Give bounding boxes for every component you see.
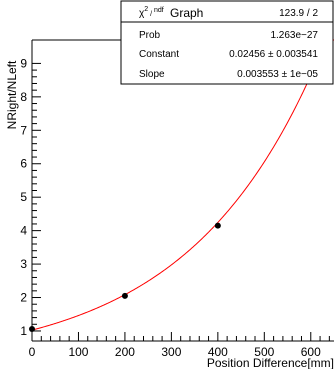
x-tick-label: 300 xyxy=(161,345,181,359)
stats-chi2-label: χ2 / ndf xyxy=(139,6,164,19)
stats-title: Graph xyxy=(170,6,203,20)
y-tick-label: 8 xyxy=(20,90,27,104)
x-tick-label: 500 xyxy=(254,345,274,359)
y-tick-label: 2 xyxy=(20,291,27,305)
stats-box-frame xyxy=(120,0,334,85)
x-tick-label: 400 xyxy=(208,345,228,359)
fit-curve xyxy=(31,39,334,331)
x-tick-label: 200 xyxy=(115,345,135,359)
y-tick-label: 9 xyxy=(20,56,27,70)
stats-slope-label: Slope xyxy=(139,69,165,80)
stats-slope-value: 0.003553 ± 1e−05 xyxy=(237,69,318,80)
data-points xyxy=(29,63,314,332)
y-tick-label: 4 xyxy=(20,224,27,238)
stats-chi2-value: 123.9 / 2 xyxy=(279,8,318,19)
x-tick-label: 0 xyxy=(29,345,36,359)
stats-constant-value: 0.02456 ± 0.003541 xyxy=(229,49,318,60)
x-tick-label: 600 xyxy=(301,345,321,359)
x-ticks: 0 100 200 300 400 500 600 xyxy=(29,332,330,359)
y-tick-label: 3 xyxy=(20,257,27,271)
stats-prob-value: 1.263e−27 xyxy=(270,30,318,41)
x-tick-label: 100 xyxy=(68,345,88,359)
data-point xyxy=(214,222,221,229)
x-axis-title: Position Difference[mm] xyxy=(207,356,334,369)
stats-box: χ2 / ndf Graph 123.9 / 2 Prob 1.263e−27 … xyxy=(120,0,334,85)
data-point xyxy=(121,292,128,299)
y-tick-label: 1 xyxy=(20,324,27,338)
stats-prob-label: Prob xyxy=(139,30,161,41)
data-point xyxy=(29,325,35,332)
y-axis-title: NRight/NLeft xyxy=(5,60,19,129)
y-tick-label: 5 xyxy=(20,190,27,204)
stats-constant-label: Constant xyxy=(139,49,179,60)
y-tick-label: 6 xyxy=(20,157,27,171)
y-ticks: 1 2 3 4 5 6 7 8 9 xyxy=(20,56,41,338)
fit-curve-group xyxy=(31,39,334,331)
y-tick-label: 7 xyxy=(20,123,27,137)
